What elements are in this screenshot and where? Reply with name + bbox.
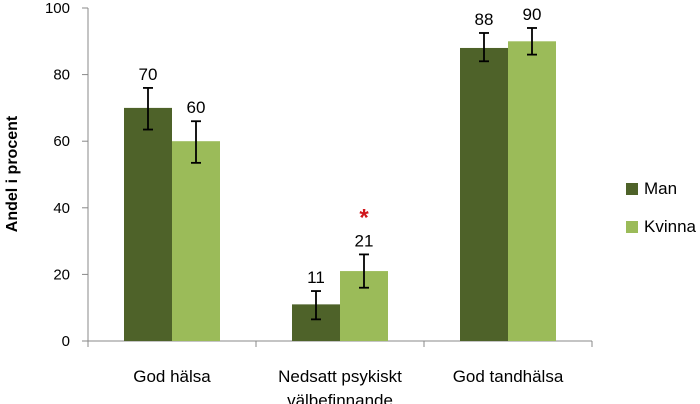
significance-marker: * [359,204,369,231]
y-tick-label: 100 [45,0,70,17]
x-category-label: God hälsa [133,367,211,386]
legend-label: Kvinna [644,217,697,236]
data-label: 60 [187,98,206,117]
data-label: 90 [523,5,542,24]
data-label: 88 [475,10,494,29]
legend-swatch [626,183,638,195]
bar [508,41,556,342]
data-label: 11 [307,268,325,287]
bar [124,107,172,342]
y-tick-label: 0 [62,333,70,350]
data-label: 21 [355,231,374,250]
y-tick-label: 20 [53,266,70,283]
bar [172,141,220,341]
chart-bars [124,41,556,342]
chart-category-labels: God hälsa Nedsatt psykiskt välbefinnande Go… [133,367,564,404]
y-tick-label: 80 [53,67,70,84]
legend: Man Kvinna [626,179,697,236]
x-category-label: God tandhälsa [453,367,564,386]
legend-label: Man [644,179,677,198]
y-tick-label: 60 [53,133,70,150]
x-category-label-line: Nedsatt psykiskt [278,367,402,386]
chart-data-labels: 70 60 11 21* 88 90 [139,5,542,287]
x-category-label-line: välbefinnande [287,391,393,404]
data-label: 70 [139,65,158,84]
legend-swatch [626,221,638,233]
y-tick-label: 40 [53,200,70,217]
chart-error-bars [143,27,537,321]
x-category-label-line: God tandhälsa [453,367,564,386]
x-category-label-line: God hälsa [133,367,211,386]
y-axis-title: Andel i procent [4,115,21,232]
x-category-label: Nedsatt psykiskt välbefinnande [278,367,402,404]
bar [460,47,508,342]
